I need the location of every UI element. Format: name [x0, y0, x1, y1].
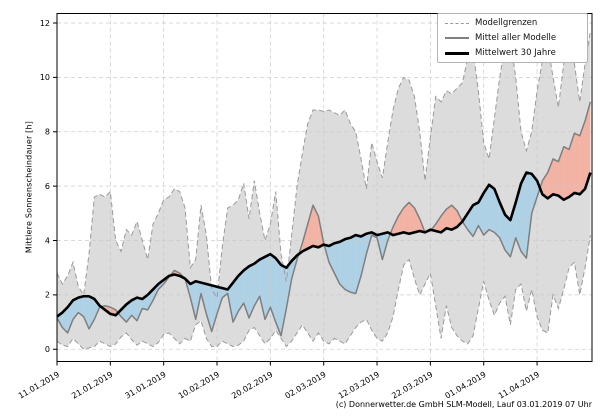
below-normal-fill: [62, 307, 68, 333]
below-normal-fill: [345, 237, 351, 293]
below-normal-fill: [254, 259, 260, 306]
below-normal-fill: [222, 288, 228, 298]
y-tick-label: 4: [45, 236, 50, 245]
above-normal-fill: [547, 158, 554, 199]
above-normal-fill: [553, 158, 559, 196]
below-normal-fill: [233, 275, 239, 323]
model-lower-bound-line: [56, 234, 591, 350]
below-normal-fill: [270, 254, 276, 323]
above-normal-fill: [435, 216, 442, 233]
below-normal-fill: [190, 281, 196, 320]
above-normal-fill: [403, 202, 410, 234]
climate-mean-line: [56, 171, 592, 318]
x-tick-label: 31.01.2019: [124, 370, 168, 401]
above-normal-fill: [313, 205, 319, 248]
below-normal-fill: [238, 270, 244, 312]
x-tick-label: 11.04.2019: [497, 370, 541, 401]
above-normal-fill: [307, 205, 314, 249]
below-normal-fill: [78, 296, 84, 317]
below-normal-fill: [483, 184, 490, 236]
y-tick-label: 2: [45, 291, 50, 300]
below-normal-fill: [350, 235, 356, 294]
y-tick-label: 8: [45, 128, 50, 137]
below-normal-fill: [275, 258, 282, 336]
y-tick-label: 6: [45, 182, 50, 191]
x-tick-label: 20.02.2019: [230, 370, 274, 401]
above-normal-fill: [563, 146, 570, 200]
x-tick-label: 01.04.2019: [444, 370, 488, 401]
above-normal-fill: [409, 202, 415, 234]
below-normal-fill: [249, 263, 255, 318]
below-normal-fill: [521, 172, 527, 259]
below-normal-fill: [489, 184, 495, 233]
black-line-icon: [445, 51, 469, 55]
y-tick-label: 10: [40, 73, 50, 82]
above-normal-fill: [451, 205, 458, 230]
below-normal-fill: [281, 264, 287, 336]
x-tick-label: 10.02.2019: [177, 370, 221, 401]
below-normal-fill: [526, 172, 532, 259]
below-normal-fill: [131, 297, 138, 321]
below-normal-fill: [265, 254, 271, 320]
below-normal-fill: [505, 214, 511, 257]
x-tick-label: 22.03.2019: [390, 370, 434, 401]
legend-item-model-mean: Mittel aller Modelle: [445, 33, 580, 43]
gray-line-icon: [445, 37, 469, 39]
y-tick-label: 0: [45, 345, 50, 354]
below-normal-fill: [361, 233, 367, 276]
footer-credit: (c) Donnerwetter.de GmbH SLM-Modell, Lau…: [335, 400, 592, 409]
legend-item-model-bounds: Modellgrenzen: [445, 18, 580, 28]
below-normal-fill: [217, 286, 223, 314]
above-normal-fill: [414, 207, 420, 233]
below-normal-fill: [329, 243, 335, 274]
below-normal-fill: [137, 297, 143, 321]
below-normal-fill: [478, 192, 484, 236]
above-normal-fill: [569, 133, 575, 198]
x-tick-label: 21.01.2019: [70, 370, 114, 401]
model-upper-bound-line: [56, 28, 591, 300]
y-axis-title: Mittlere Sonnenscheindauer [h]: [24, 120, 34, 254]
below-normal-fill: [83, 296, 90, 329]
x-tick-label: 12.03.2019: [337, 370, 381, 401]
x-tick-label: 11.01.2019: [17, 370, 61, 401]
above-normal-fill: [446, 205, 452, 230]
below-normal-fill: [259, 256, 266, 320]
below-normal-fill: [67, 300, 74, 333]
above-normal-fill: [585, 101, 591, 189]
model-mean-line: [56, 101, 592, 337]
above-normal-fill: [393, 216, 399, 236]
above-normal-fill: [579, 120, 586, 195]
below-normal-fill: [206, 284, 212, 332]
above-normal-fill: [574, 133, 580, 195]
below-normal-fill: [531, 173, 538, 214]
legend: Modellgrenzen Mittel aller Modelle Mitte…: [437, 13, 588, 63]
below-normal-fill: [211, 285, 218, 332]
legend-label: Mittel aller Modelle: [475, 33, 557, 43]
legend-label: Mittelwert 30 Jahre: [475, 48, 556, 58]
legend-label: Modellgrenzen: [475, 18, 538, 28]
below-normal-fill: [334, 241, 340, 285]
plot-border: [56, 13, 593, 362]
dashed-line-icon: [445, 22, 469, 24]
x-tick-label: 02.03.2019: [284, 370, 328, 401]
legend-item-climate-mean: Mittelwert 30 Jahre: [445, 48, 580, 58]
below-normal-fill: [94, 298, 100, 320]
y-tick-label: 12: [40, 19, 50, 28]
below-normal-fill: [339, 239, 346, 290]
